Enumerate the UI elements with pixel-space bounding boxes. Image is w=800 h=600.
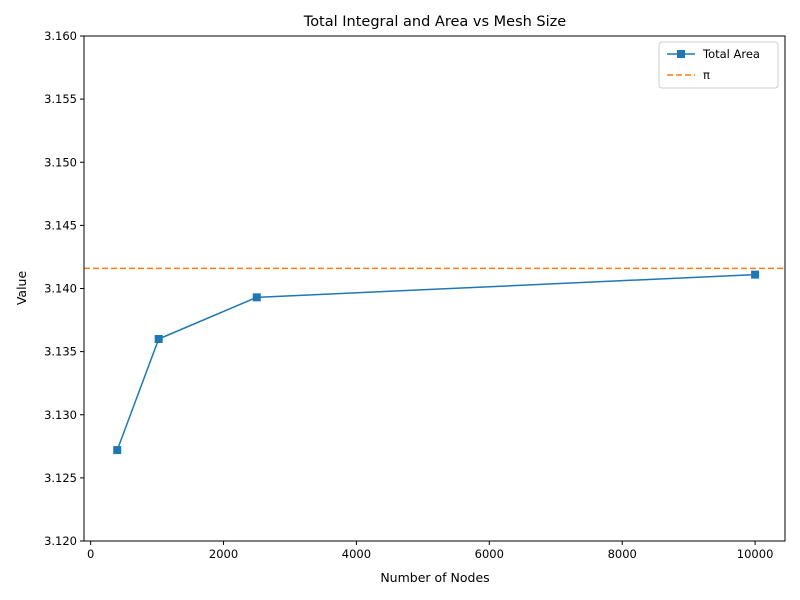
legend-label-1: π [703, 68, 710, 82]
legend-marker-0 [677, 50, 685, 58]
y-tick-label: 3.160 [44, 29, 77, 43]
y-tick-label: 3.125 [44, 471, 77, 485]
data-point-0-0 [113, 446, 122, 455]
x-tick-label: 2000 [209, 547, 238, 561]
plot-area [83, 35, 786, 542]
x-tick-label: 0 [87, 547, 94, 561]
data-point-0-3 [751, 270, 760, 279]
series-line-0 [116, 273, 756, 451]
data-point-0-2 [252, 293, 261, 302]
data-point-0-1 [154, 335, 163, 343]
y-tick-label: 3.150 [44, 155, 77, 169]
x-tick-label: 10000 [737, 547, 774, 561]
x-tick-label: 4000 [342, 547, 371, 561]
x-axis-label: Number of Nodes [380, 570, 489, 585]
legend-label-0: Total Area [702, 47, 760, 61]
y-axis-ticks: 3.120 3.125 3.130 3.135 3.140 3.145 3.150 3.155… [44, 29, 84, 548]
y-tick-label: 3.140 [44, 282, 77, 296]
chart-title: Total Integral and Area vs Mesh Size [303, 14, 566, 30]
x-tick-label: 8000 [608, 547, 637, 561]
y-axis-label: Value [14, 271, 29, 306]
x-axis-ticks: 0 2000 4000 6000 8000 10000 [87, 541, 773, 561]
y-tick-label: 3.135 [44, 345, 77, 359]
y-tick-label: 3.130 [44, 408, 77, 422]
legend: Total Area π [658, 41, 779, 89]
x-tick-label: 6000 [475, 547, 504, 561]
y-tick-label: 3.155 [44, 92, 77, 106]
y-tick-label: 3.120 [44, 534, 77, 548]
y-tick-label: 3.145 [44, 218, 77, 232]
